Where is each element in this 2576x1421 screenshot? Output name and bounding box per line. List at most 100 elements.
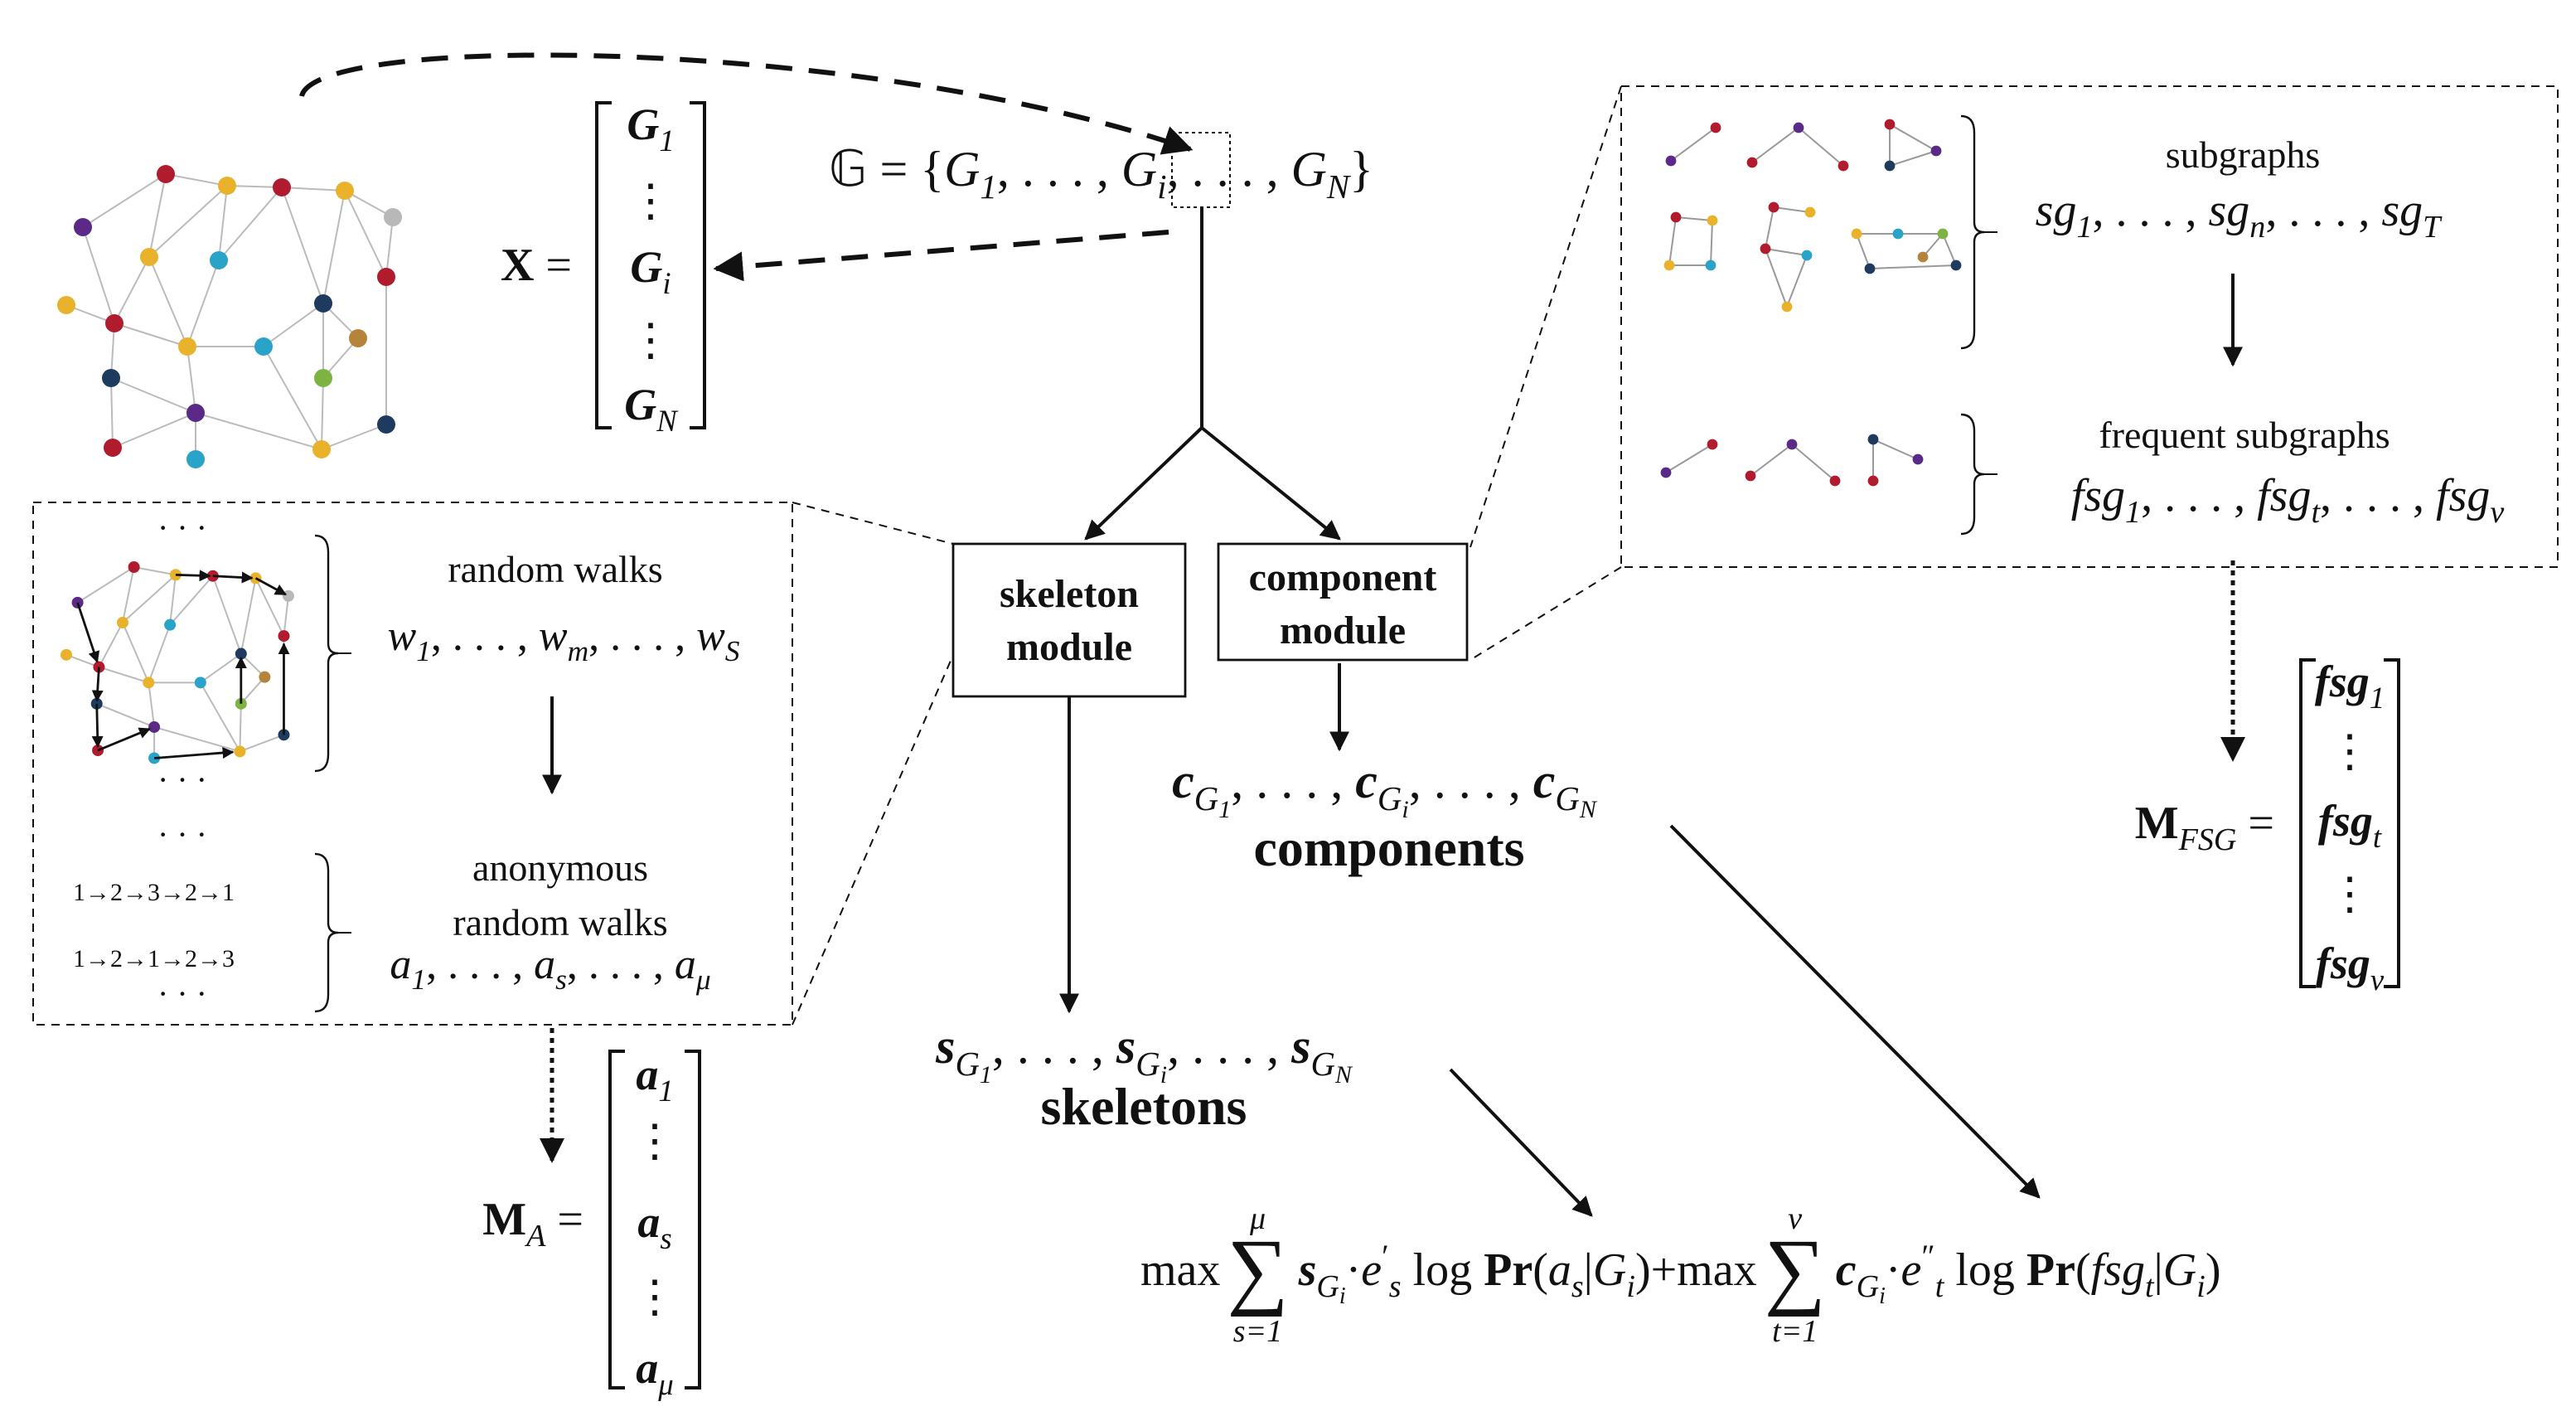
walk-example: 1→2→3→2→1 <box>73 879 235 906</box>
graph-edge <box>98 622 123 668</box>
graph-edge <box>65 653 99 668</box>
math-token: fsg <box>2436 470 2490 521</box>
skeleton-sequence: sG1, . . . , sGi, . . . , sGN <box>935 1019 1353 1089</box>
math-token: G <box>1555 780 1579 817</box>
math-token: s <box>1571 1269 1584 1304</box>
graph-edge <box>110 377 196 414</box>
math-token: G <box>944 142 980 196</box>
math-token: t <box>1935 1269 1945 1304</box>
subgraph-node <box>1781 301 1793 313</box>
math-token: a <box>675 941 696 988</box>
graph-node <box>117 617 128 628</box>
graph-node <box>254 337 273 356</box>
math-token: ν <box>2370 963 2385 997</box>
left-panel <box>32 502 793 1026</box>
math-token: m <box>568 634 589 667</box>
graph-edge <box>133 566 177 576</box>
graph-node <box>336 182 354 200</box>
math-token: log <box>1944 1244 2026 1296</box>
right-panel <box>1620 85 2559 568</box>
sum-limit: t=1 <box>1772 1314 1818 1349</box>
math-token: t <box>2311 495 2321 530</box>
sum-limit: μ <box>1249 1201 1266 1236</box>
math-token: a <box>534 941 555 988</box>
subgraph-sequence: sg1, . . . , sgn, . . . , sgT <box>2036 185 2443 245</box>
graph-set: 𝔾 = {G1, . . . , Gi, . . . , GN} <box>829 142 1373 206</box>
split-arrow <box>1200 426 1341 541</box>
math-token: ⋮ <box>632 1272 677 1322</box>
graph-node <box>273 178 291 196</box>
graph-node <box>218 177 236 195</box>
matrix-entry: fsgν <box>2316 938 2385 997</box>
math-token: s <box>555 963 567 996</box>
math-token: = <box>545 1194 583 1245</box>
math-token: , . . . , <box>1231 754 1355 808</box>
math-token: N <box>1334 1061 1353 1089</box>
math-token: G <box>1378 780 1402 817</box>
graph-node <box>104 439 122 457</box>
graph-edge <box>385 216 394 278</box>
math-token: ) <box>2206 1244 2221 1296</box>
subgraph-edge <box>1889 150 1937 167</box>
graph-node <box>314 294 332 313</box>
math-token: sg <box>2209 185 2250 236</box>
math-token: , . . . , <box>2320 470 2436 521</box>
subgraph-edge <box>1856 233 1871 269</box>
subgraph-node <box>1665 155 1677 167</box>
math-token: = <box>534 240 572 291</box>
ellipsis: · · · <box>157 509 207 546</box>
graph-edge <box>254 577 285 637</box>
graph-node <box>312 440 331 458</box>
graph-node <box>349 329 367 347</box>
graph-node <box>377 268 395 286</box>
math-token: s <box>660 1221 671 1255</box>
bracket-left <box>595 101 612 429</box>
matrix-entry: aμ <box>636 1343 673 1401</box>
math-token: s <box>1298 1244 1317 1296</box>
zoom-line <box>792 654 954 1026</box>
math-token: 1 <box>2076 210 2092 245</box>
math-token: · <box>1886 1244 1901 1296</box>
graph-node <box>178 337 196 356</box>
subgraph-edge <box>1665 444 1713 473</box>
graph-edge <box>211 575 242 654</box>
math-token: N <box>1579 796 1598 823</box>
math-token: A <box>524 1219 546 1254</box>
subgraph-node <box>1884 160 1896 172</box>
math-token: X <box>501 240 534 291</box>
graph-node <box>234 745 246 758</box>
graph-edge <box>96 702 155 728</box>
subgraph-edge <box>1773 206 1811 213</box>
subgraph-node <box>1760 243 1771 255</box>
graph-edge <box>321 377 324 450</box>
graph-edge <box>263 346 322 450</box>
subgraph-edge <box>1765 206 1775 250</box>
graph-edge <box>226 185 283 188</box>
subgraph-edge <box>1750 444 1793 477</box>
math-token: , . . . , <box>2265 185 2381 236</box>
graph-edge <box>240 676 266 705</box>
subgraph-node <box>1746 157 1758 168</box>
graph-edge <box>186 259 220 347</box>
math-token: ⋮ <box>628 176 673 226</box>
math-token: G <box>624 380 656 429</box>
math-token: G <box>1310 1045 1334 1083</box>
panel-label: random walks <box>448 548 662 590</box>
matrix-entry: ⋮ <box>632 1116 677 1166</box>
graph-edge <box>186 346 196 414</box>
skeleton-module-box <box>951 542 1187 698</box>
subgraph-node <box>1838 160 1849 172</box>
math-token: μ <box>695 963 711 996</box>
graph-node <box>278 630 290 643</box>
math-token: = <box>2236 798 2274 849</box>
panel-label: subgraphs <box>2166 133 2321 176</box>
math-token: s <box>1290 1019 1310 1074</box>
graph-edge <box>114 323 188 347</box>
graph-edge <box>148 682 156 728</box>
subgraph-sequence: fsg1, . . . , fsgt, . . . , fsgν <box>2071 470 2505 530</box>
component-module-box <box>1217 542 1469 662</box>
math-token: ν <box>2490 495 2504 530</box>
graph-node <box>74 218 92 236</box>
subgraph-node <box>1663 259 1675 271</box>
